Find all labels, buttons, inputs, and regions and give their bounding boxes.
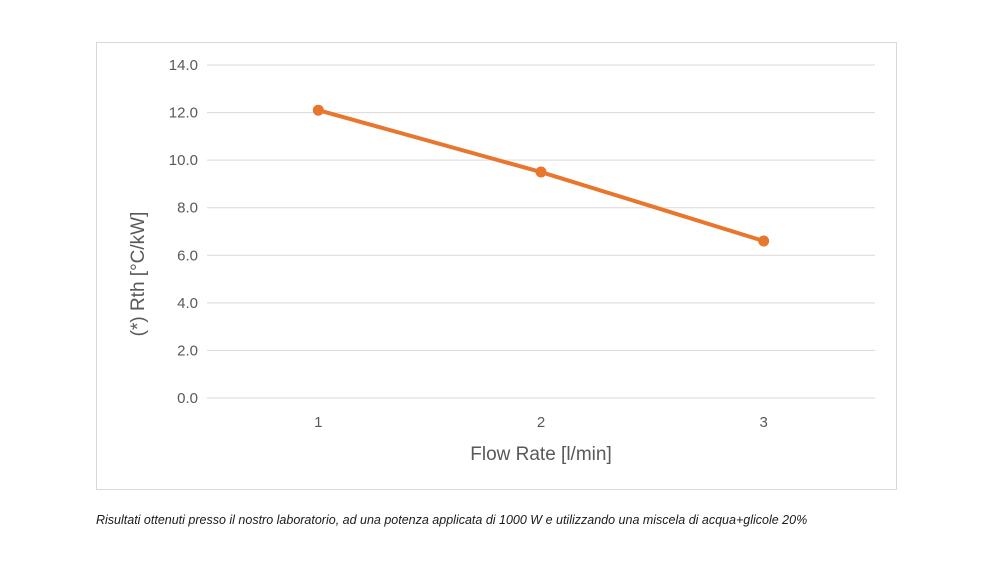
y-tick-label: 4.0 xyxy=(177,295,198,312)
y-tick-label: 8.0 xyxy=(177,200,198,217)
x-tick-label: 1 xyxy=(314,414,322,431)
gridlines xyxy=(207,64,875,399)
chart-caption: Risultati ottenuti presso il nostro labo… xyxy=(96,513,808,527)
y-tick-label: 12.0 xyxy=(169,105,198,122)
line-chart: 0.0 2.0 4.0 6.0 8.0 10.0 12.0 14.0 1 2 3 (*) Rth … xyxy=(128,57,875,465)
data-point xyxy=(758,235,770,247)
y-axis-ticks: 0.0 2.0 4.0 6.0 8.0 10.0 12.0 14.0 xyxy=(169,57,198,407)
data-point xyxy=(312,104,324,116)
y-tick-label: 0.0 xyxy=(177,390,198,407)
series xyxy=(312,104,770,247)
y-tick-label: 10.0 xyxy=(169,152,198,169)
y-tick-label: 6.0 xyxy=(177,247,198,264)
y-axis-title: (*) Rth [°C/kW] xyxy=(128,212,149,337)
y-tick-label: 14.0 xyxy=(169,57,198,74)
x-axis-ticks: 1 2 3 xyxy=(314,414,768,431)
chart-frame: 0.0 2.0 4.0 6.0 8.0 10.0 12.0 14.0 1 2 3 (*) Rth … xyxy=(96,42,897,490)
x-tick-label: 3 xyxy=(759,414,767,431)
x-tick-label: 2 xyxy=(537,414,545,431)
y-tick-label: 2.0 xyxy=(177,342,198,359)
x-axis-title: Flow Rate [l/min] xyxy=(470,444,611,465)
data-point xyxy=(535,166,547,178)
